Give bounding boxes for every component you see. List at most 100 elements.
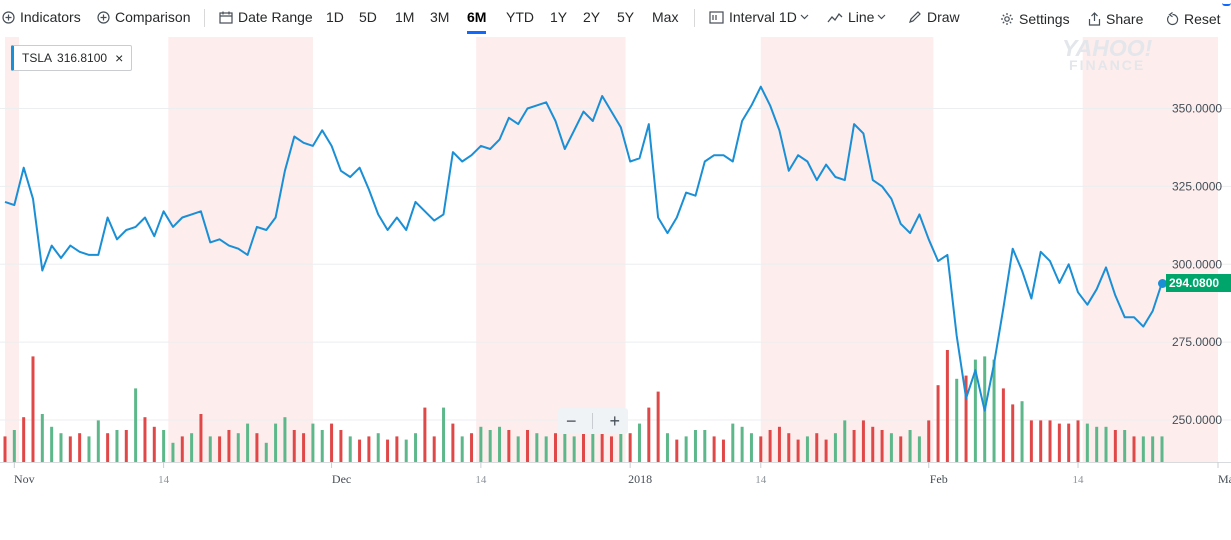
volume-bar <box>945 350 949 462</box>
volume-bar <box>535 433 539 462</box>
toolbar-divider <box>694 9 695 27</box>
draw-label: Draw <box>927 9 960 25</box>
volume-bar <box>134 388 138 462</box>
volume-bar <box>479 426 483 462</box>
volume-bar <box>1029 420 1033 462</box>
close-icon[interactable]: × <box>115 50 124 66</box>
price-line[interactable] <box>4 85 1163 412</box>
volume-bar <box>619 433 623 462</box>
volume-bar <box>992 359 996 462</box>
volume-bar <box>227 430 231 462</box>
volume-bar <box>162 430 166 462</box>
interval-button[interactable]: Interval 1D <box>709 9 809 25</box>
settings-button[interactable]: Settings <box>1000 11 1070 27</box>
volume-bar <box>1048 420 1052 462</box>
volume-bar <box>964 375 968 462</box>
volume-bar <box>40 414 44 462</box>
toolbar-divider <box>204 9 205 27</box>
range-1y[interactable]: 1Y <box>550 9 568 25</box>
volume-bar <box>376 433 380 462</box>
volume-bar <box>311 423 315 462</box>
share-label: Share <box>1106 11 1144 27</box>
volume-bar <box>124 430 128 462</box>
reset-button[interactable]: Reset <box>1166 11 1221 27</box>
comparison-button[interactable]: Comparison <box>97 9 190 25</box>
x-tick-label: 14 <box>158 474 170 486</box>
x-tick-label: 14 <box>755 474 767 486</box>
zoom-control: − + <box>558 408 628 434</box>
volume-bar <box>236 433 240 462</box>
share-button[interactable]: Share <box>1088 11 1143 27</box>
volume-bar <box>647 407 651 462</box>
volume-bar <box>516 436 520 462</box>
volume-bar <box>470 433 474 462</box>
y-tick-label: 275.0000 <box>1172 335 1222 349</box>
range-5y[interactable]: 5Y <box>617 9 635 25</box>
zoom-out-button[interactable]: − <box>565 410 577 431</box>
volume-bar <box>591 426 595 462</box>
legend-value: 316.8100 <box>57 51 108 65</box>
volume-bar <box>889 433 893 462</box>
indicators-button[interactable]: Indicators <box>2 9 81 25</box>
volume-bar <box>1151 436 1155 462</box>
volume-bar <box>87 436 91 462</box>
draw-button[interactable]: Draw <box>908 9 960 25</box>
date-range-button[interactable]: Date Range <box>219 9 313 25</box>
volume-bar <box>936 385 940 462</box>
shaded-band <box>760 37 934 462</box>
volume-bar <box>180 436 184 462</box>
chevron-down-icon <box>878 14 886 20</box>
volume-bar <box>712 436 716 462</box>
range-6m[interactable]: 6M <box>467 9 487 34</box>
range-1m[interactable]: 1M <box>395 9 415 25</box>
range-1d[interactable]: 1D <box>326 9 344 25</box>
volume-bar <box>442 407 446 462</box>
volume-bar <box>787 433 791 462</box>
volume-bar <box>31 356 35 462</box>
volume-bar <box>563 433 567 462</box>
volume-bar <box>1104 426 1108 462</box>
range-5d[interactable]: 5D <box>359 9 377 25</box>
volume-bar <box>880 430 884 462</box>
volume-bar <box>908 430 912 462</box>
share-icon <box>1088 12 1101 26</box>
volume-bar <box>665 433 669 462</box>
chart-type-button[interactable]: Line <box>827 9 886 25</box>
volume-bar <box>1001 388 1005 462</box>
volume-bar <box>833 433 837 462</box>
x-tick-label: 2018 <box>628 472 652 486</box>
volume-bar <box>796 439 800 462</box>
volume-bar <box>554 433 558 462</box>
volume-bar <box>218 436 222 462</box>
range-3m[interactable]: 3M <box>430 9 450 25</box>
reset-label: Reset <box>1184 11 1221 27</box>
calendar-icon <box>219 11 233 24</box>
range-max[interactable]: Max <box>652 9 679 25</box>
interval-label: Interval <box>729 9 775 25</box>
volume-bars <box>3 350 1164 462</box>
legend-chip[interactable]: TSLA 316.8100 × <box>11 45 133 71</box>
price-chart[interactable]: 350.0000 325.0000 300.0000 275.0000 250.0000… <box>0 35 1231 540</box>
y-tick-label: 250.0000 <box>1172 413 1222 427</box>
volume-bar <box>283 417 287 462</box>
x-tick-label: Feb <box>930 472 948 486</box>
volume-bar <box>544 436 548 462</box>
volume-bar <box>721 439 725 462</box>
volume-bar <box>208 436 212 462</box>
plus-circle-icon <box>97 10 110 24</box>
volume-bar <box>1076 420 1080 462</box>
volume-bar <box>395 436 399 462</box>
volume-bar <box>1141 436 1145 462</box>
settings-label: Settings <box>1019 11 1070 27</box>
volume-bar <box>1132 436 1136 462</box>
range-2y[interactable]: 2Y <box>583 9 601 25</box>
zoom-in-button[interactable]: + <box>609 410 620 431</box>
volume-bar <box>143 417 147 462</box>
volume-bar <box>526 430 530 462</box>
volume-bar <box>498 426 502 462</box>
volume-bar <box>339 430 343 462</box>
volume-bar <box>96 420 100 462</box>
range-ytd[interactable]: YTD <box>506 9 534 25</box>
volume-bar <box>423 407 427 462</box>
volume-bar <box>1020 401 1024 462</box>
